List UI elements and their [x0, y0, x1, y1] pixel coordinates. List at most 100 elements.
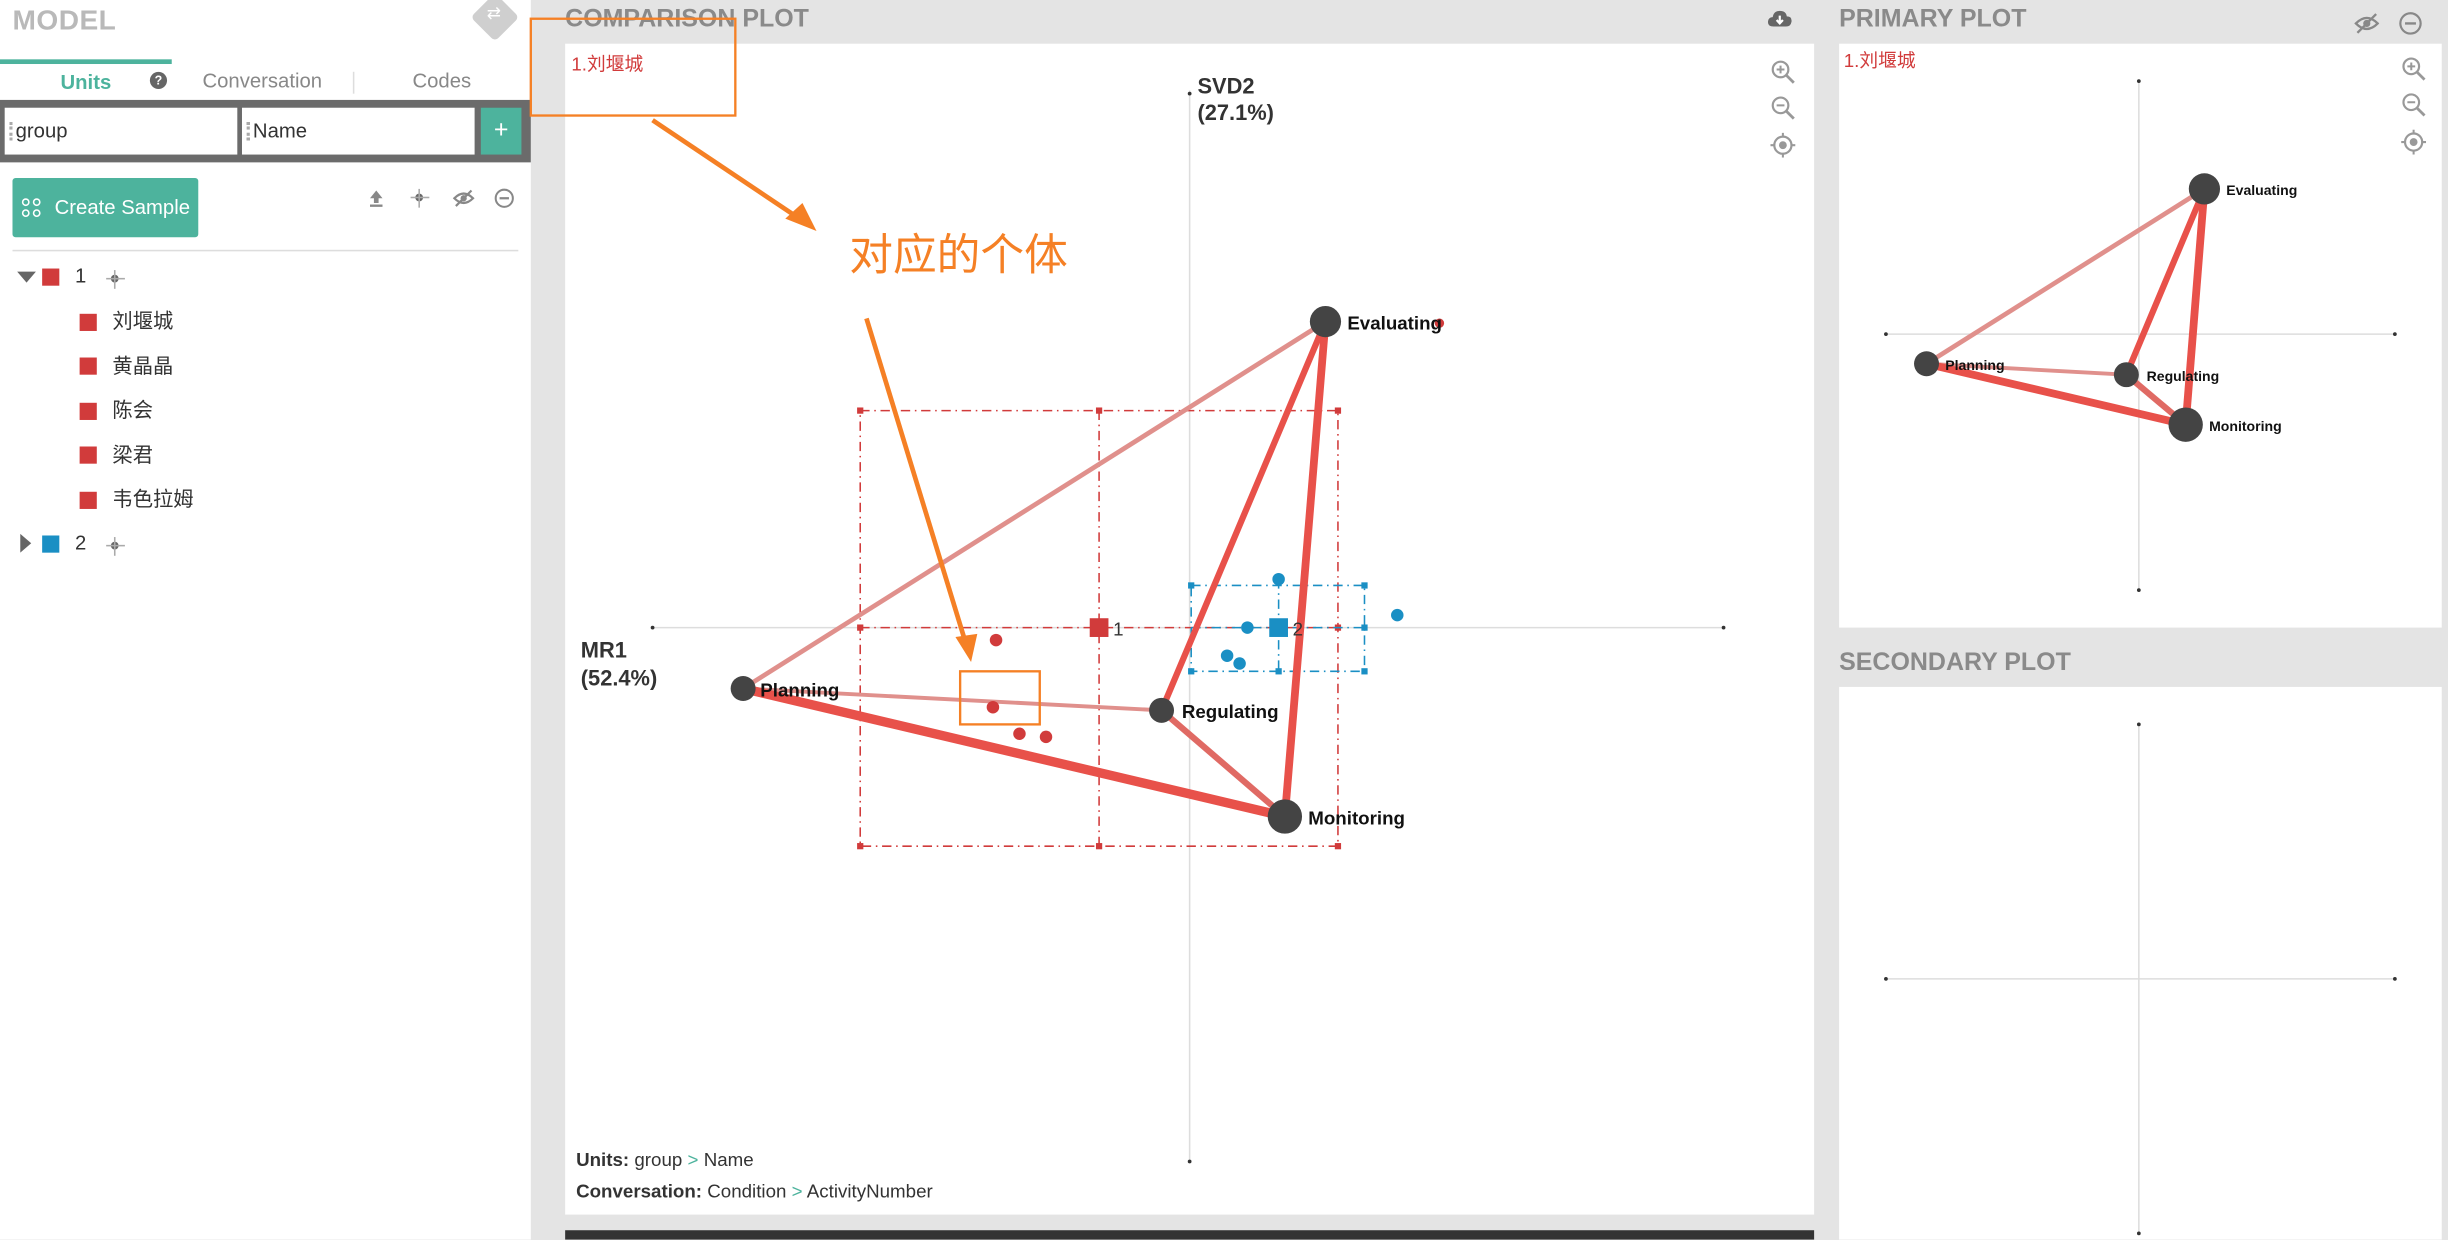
- add-unit-button[interactable]: +: [480, 107, 522, 155]
- tree-unit-item[interactable]: 韦色拉姆: [112, 487, 194, 511]
- model-panel: MODEL ⇄ Units Conversation Codes ? group…: [0, 0, 531, 1240]
- tree-unit-item[interactable]: 陈会: [112, 398, 154, 422]
- group-1-color-swatch[interactable]: [42, 268, 60, 286]
- x-axis-label: MR1: [581, 637, 627, 662]
- unit-point-selected[interactable]: [986, 700, 1000, 714]
- node-label-evaluating: Evaluating: [1347, 312, 1442, 333]
- node-monitoring[interactable]: [2168, 407, 2203, 442]
- node-regulating[interactable]: [2113, 362, 2139, 388]
- unit-selector-bar: group Name +: [0, 99, 531, 163]
- unit-point[interactable]: [1391, 608, 1404, 622]
- zoom-out-icon[interactable]: [2401, 92, 2426, 117]
- eye-hide-icon[interactable]: [452, 187, 475, 209]
- remove-icon[interactable]: [2398, 11, 2423, 36]
- tab-units[interactable]: Units: [0, 59, 172, 100]
- unit-point[interactable]: [1013, 727, 1026, 741]
- tree-unit-item[interactable]: 梁君: [112, 443, 154, 467]
- arrow-head-icon: [785, 202, 817, 232]
- zoom-in-icon[interactable]: [1770, 59, 1795, 84]
- group-2-pin-icon[interactable]: [106, 537, 125, 556]
- tree-unit-item[interactable]: 黄晶晶: [112, 354, 174, 378]
- unit-point[interactable]: [989, 633, 1003, 647]
- node-label-planning: Planning: [760, 679, 839, 700]
- unit-color-swatch[interactable]: [79, 357, 97, 375]
- model-tabs: Units Conversation Codes: [0, 59, 531, 100]
- tab-divider: [352, 71, 355, 94]
- node-evaluating[interactable]: [1309, 305, 1342, 338]
- grid-icon: [21, 198, 41, 218]
- tab-conversation[interactable]: Conversation: [202, 68, 323, 93]
- node-label-monitoring: Monitoring: [1308, 807, 1405, 828]
- edge-monitoring-evaluating: [1280, 321, 1330, 817]
- edge-planning-monitoring: [742, 683, 1286, 822]
- help-icon[interactable]: ?: [149, 71, 168, 89]
- units-footer: Units: group > Name: [576, 1149, 754, 1171]
- tree-group-1-label[interactable]: 1: [74, 263, 87, 288]
- upload-icon[interactable]: [365, 187, 387, 209]
- secondary-plot-panel[interactable]: [1839, 686, 2442, 1240]
- node-regulating[interactable]: [1149, 697, 1175, 723]
- unit-point[interactable]: [1434, 318, 1445, 328]
- primary-selected-label: 1.刘堰城: [1844, 50, 1916, 71]
- unit-point[interactable]: [1039, 730, 1053, 744]
- tree-unit-item[interactable]: 刘堰城: [112, 309, 174, 333]
- node-label-monitoring: Monitoring: [2209, 418, 2282, 434]
- collapse-group-1-icon[interactable]: [17, 271, 36, 283]
- arrow-head-icon: [955, 633, 978, 662]
- selected-unit-label: 1.刘堰城: [571, 53, 643, 74]
- node-monitoring[interactable]: [1267, 799, 1303, 834]
- node-planning[interactable]: [730, 675, 756, 701]
- group-2-mean-marker[interactable]: [1269, 618, 1288, 637]
- unit-color-swatch[interactable]: [79, 402, 97, 420]
- zoom-out-icon[interactable]: [1770, 95, 1795, 120]
- tab-codes[interactable]: Codes: [412, 68, 472, 93]
- unit-point[interactable]: [1233, 657, 1246, 670]
- remove-icon[interactable]: [493, 187, 515, 209]
- unit-point[interactable]: [1220, 649, 1234, 662]
- tree-group-2-label[interactable]: 2: [74, 530, 87, 555]
- secondary-plot-title: SECONDARY PLOT: [1839, 649, 2071, 676]
- group-1-mean-label: 1: [1113, 618, 1123, 639]
- unit-color-swatch[interactable]: [79, 446, 97, 464]
- model-title: MODEL: [12, 4, 117, 36]
- group-2-color-swatch[interactable]: [42, 535, 60, 553]
- eye-hide-icon[interactable]: [2354, 11, 2380, 36]
- center-node-icon[interactable]: [410, 188, 430, 208]
- x-axis-pct: (52.4%): [581, 665, 658, 690]
- recenter-icon[interactable]: [1770, 132, 1796, 158]
- create-sample-button[interactable]: Create Sample: [12, 177, 199, 238]
- group-2-mean-label: 2: [1293, 618, 1303, 639]
- primary-plot-title: PRIMARY PLOT: [1839, 6, 2027, 33]
- y-axis-label: SVD2: [1197, 74, 1254, 99]
- tree-divider: [12, 249, 519, 252]
- node-label-planning: Planning: [1945, 357, 2004, 373]
- node-label-regulating: Regulating: [1182, 701, 1279, 722]
- edge-regulating-evaluating: [1158, 320, 1329, 712]
- group-1-pin-icon[interactable]: [106, 270, 125, 289]
- annotation-highlight-point: [958, 670, 1041, 726]
- unit-chip-name[interactable]: Name: [241, 107, 475, 155]
- zoom-in-icon[interactable]: [2401, 56, 2426, 81]
- annotation-arrow-2: [864, 317, 968, 641]
- group-1-mean-marker[interactable]: [1089, 618, 1109, 637]
- unit-color-swatch[interactable]: [79, 313, 97, 331]
- edge-planning-regulating: [743, 686, 1162, 713]
- cloud-download-icon[interactable]: [1767, 9, 1792, 28]
- annotation-highlight-label: [529, 17, 737, 117]
- node-planning[interactable]: [1914, 351, 1940, 377]
- node-label-regulating: Regulating: [2147, 368, 2220, 384]
- y-axis-pct: (27.1%): [1197, 100, 1274, 125]
- expand-group-2-icon[interactable]: [20, 533, 32, 553]
- unit-chip-group[interactable]: group: [4, 107, 238, 155]
- create-sample-label: Create Sample: [54, 195, 191, 219]
- node-label-evaluating: Evaluating: [2226, 182, 2297, 198]
- node-evaluating[interactable]: [2188, 173, 2221, 205]
- edge-regulating-monitoring: [1159, 707, 1287, 819]
- recenter-icon[interactable]: [2401, 129, 2427, 155]
- unit-color-swatch[interactable]: [79, 491, 97, 509]
- unit-point[interactable]: [1272, 572, 1285, 586]
- unit-point[interactable]: [1241, 621, 1254, 634]
